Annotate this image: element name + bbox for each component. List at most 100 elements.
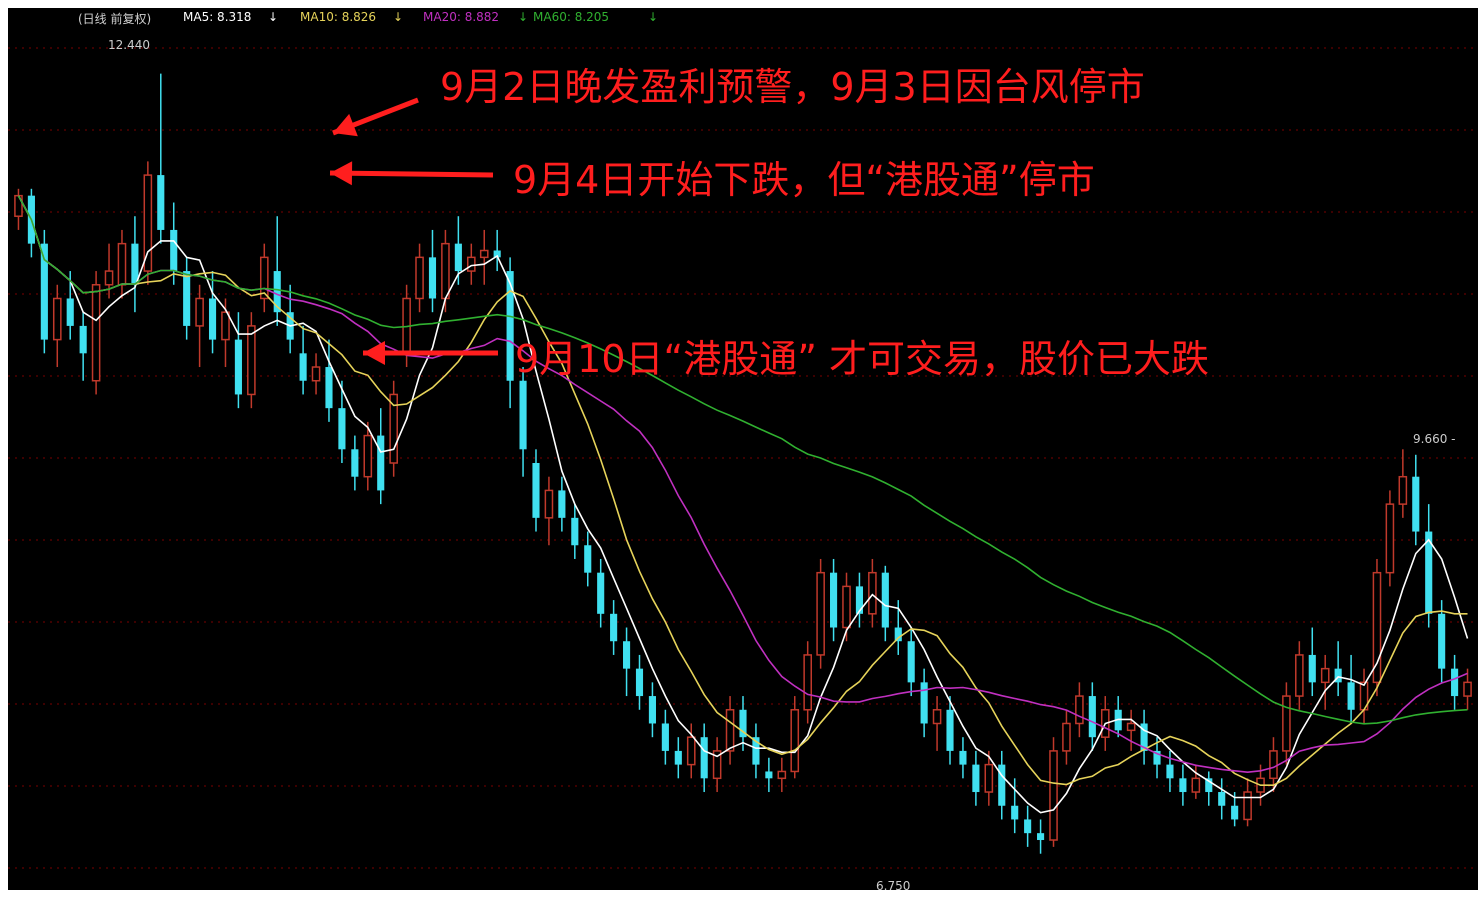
candle-body-down (830, 572, 838, 628)
chart-title: (日线 前复权) (78, 12, 152, 26)
candle-body-down (881, 572, 889, 628)
candle-body-down (894, 627, 902, 642)
candle-body-up (389, 393, 398, 464)
candle-body-up (221, 311, 230, 341)
candle-body-down (493, 250, 501, 258)
candle-body-down (273, 271, 281, 313)
annotation-arrows (329, 97, 498, 365)
candle-body-up (311, 366, 321, 382)
candle-body-down (635, 668, 644, 697)
candle-body-down (584, 545, 592, 573)
candle-body-up (466, 256, 476, 272)
ma20-arrow: ↓ (518, 10, 529, 24)
candle-body-down (946, 709, 954, 751)
candle-body-down (1334, 668, 1342, 683)
candle-body-up (195, 297, 204, 327)
ma20-label: MA20: 8.882 (423, 10, 500, 24)
candle-body-down (234, 339, 242, 395)
candle-body-up (1126, 722, 1136, 732)
candle-layer (14, 73, 1472, 854)
candle-body-down (183, 271, 191, 326)
candle-body-down (998, 764, 1006, 806)
candle-body-down (1218, 792, 1226, 806)
candle-body-up (777, 770, 787, 780)
candle-body-up (143, 174, 153, 272)
ma-layer (17, 195, 1469, 814)
candle-body-down (855, 586, 864, 614)
candle-body-down (739, 709, 747, 738)
candle-body-down (299, 353, 307, 381)
ma60-label: MA60: 8.205 (533, 10, 610, 24)
candle-body-up (363, 434, 373, 478)
candle-body-down (1153, 750, 1161, 765)
ma20-line (17, 195, 1468, 774)
candle-body-up (1075, 695, 1084, 725)
candle-body-up (1385, 503, 1395, 574)
candle-body-up (816, 571, 825, 656)
candle-body-up (1269, 750, 1278, 780)
candle-body-up (52, 297, 62, 341)
ma5-line (17, 195, 1469, 814)
candle-body-down (752, 737, 760, 765)
candle-body-up (790, 709, 800, 773)
candle-body-up (1320, 667, 1330, 684)
candle-body-down (208, 298, 217, 340)
candle-body-down (428, 257, 437, 299)
candle-body-down (1011, 805, 1019, 820)
candle-body-down (648, 696, 656, 724)
candle-body-down (519, 380, 527, 450)
candle-body-down (1166, 764, 1174, 779)
ma5-arrow: ↓ (268, 10, 279, 24)
candle-body-up (415, 256, 424, 300)
candle-body-down (1037, 833, 1045, 841)
candle-body-down (674, 750, 682, 765)
candle-body-down (325, 367, 333, 409)
candle-body-down (454, 243, 462, 272)
candle-body-up (712, 750, 722, 780)
candle-body-down (1425, 531, 1433, 614)
candle-body-up (441, 242, 450, 300)
candle-body-down (622, 641, 631, 669)
candle-body-up (1062, 722, 1071, 752)
candle-body-down (351, 449, 359, 477)
candle-body-down (972, 764, 980, 793)
ma10-arrow: ↓ (393, 10, 404, 24)
chart-panel: (日线 前复权) MA5: 8.318 ↓ MA10: 8.826 ↓ MA20… (8, 8, 1478, 890)
ma10-label: MA10: 8.826 (300, 10, 377, 24)
arrow-trading-resumed (363, 341, 498, 365)
candle-body-up (117, 242, 127, 286)
candle-body-up (868, 571, 877, 615)
candle-body-down (920, 682, 928, 724)
candle-body-down (765, 771, 773, 779)
candle-body-down (377, 435, 385, 491)
candle-body-down (700, 737, 708, 779)
arrow-head (363, 341, 385, 365)
candle-body-up (91, 284, 101, 382)
candle-body-up (1282, 695, 1291, 752)
arrow-head (330, 161, 353, 186)
arrow-shaft (329, 170, 494, 178)
ma60-line (17, 195, 1468, 725)
candle-body-down (1347, 682, 1355, 710)
candle-body-up (725, 709, 735, 752)
candle-body-down (1024, 819, 1032, 834)
candle-body-up (247, 325, 256, 396)
candle-body-up (104, 270, 114, 286)
candle-body-down (959, 750, 967, 765)
candle-body-down (40, 243, 48, 340)
annotation-trading-resumed: 9月10日“港股通” 才可交易，股价已大跌 (515, 337, 1209, 381)
candle-body-down (157, 175, 165, 230)
candle-body-up (803, 654, 812, 711)
candle-body-down (1451, 668, 1459, 697)
candlestick-chart (8, 47, 1478, 869)
candle-body-down (506, 271, 514, 381)
ma5-label: MA5: 8.318 (183, 10, 252, 24)
candle-body-up (1372, 571, 1382, 684)
candle-body-down (1231, 805, 1239, 820)
annotation-profit-warning: 9月2日晚发盈利预警，9月3日因台风停市 (440, 65, 1145, 109)
candle-body-up (1295, 654, 1304, 697)
candle-body-up (932, 709, 942, 725)
arrow-head (333, 113, 358, 137)
candle-body-up (842, 585, 851, 629)
candle-body-down (661, 723, 669, 751)
